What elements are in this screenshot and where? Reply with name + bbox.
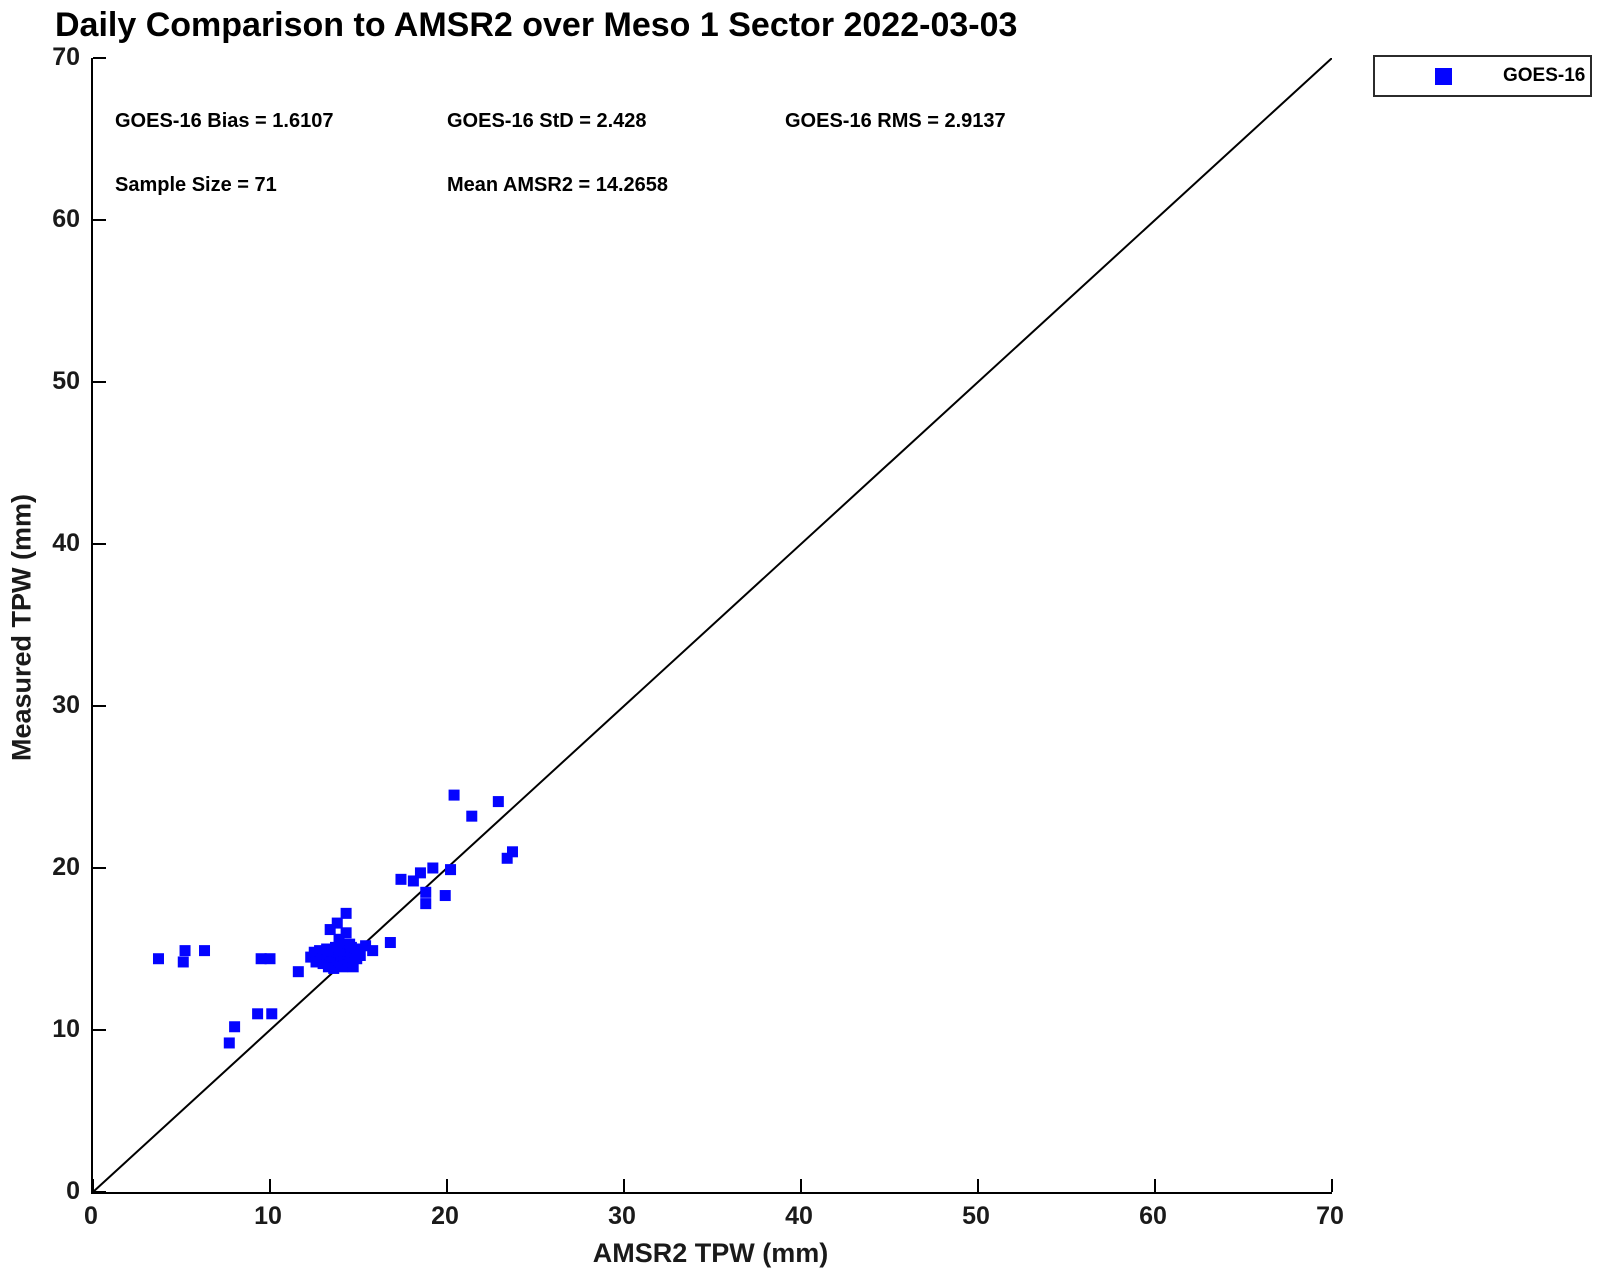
y-axis-label: Measured TPW (mm): [6, 493, 37, 762]
scatter-point: [395, 873, 407, 885]
scatter-point: [152, 953, 164, 965]
scatter-point: [506, 846, 518, 858]
stat-std: GOES-16 StD = 2.428: [447, 110, 647, 132]
scatter-point: [445, 864, 457, 876]
y-axis-tick-label: 30: [52, 691, 80, 719]
x-axis-tick: [623, 1179, 625, 1192]
y-axis-tick: [93, 57, 106, 59]
scatter-point: [347, 961, 359, 973]
scatter-point: [427, 862, 439, 874]
y-axis-tick-label: 20: [52, 853, 80, 881]
x-axis-tick-label: 20: [431, 1202, 459, 1230]
legend-box: GOES-16: [1373, 55, 1592, 97]
y-axis-tick-label: 50: [52, 367, 80, 395]
scatter-point: [360, 940, 372, 952]
scatter-point: [448, 789, 460, 801]
y-axis-tick: [93, 705, 106, 707]
y-axis-tick-label: 40: [52, 529, 80, 557]
x-axis-tick-label: 60: [1139, 1202, 1167, 1230]
scatter-plot-svg: [93, 58, 1332, 1192]
scatter-point: [199, 945, 211, 957]
x-axis-tick: [1154, 1179, 1156, 1192]
legend-series-label: GOES-16: [1503, 65, 1586, 86]
scatter-point: [466, 810, 478, 822]
stat-bias: GOES-16 Bias = 1.6107: [115, 110, 334, 132]
scatter-point: [492, 796, 504, 808]
scatter-point: [252, 1008, 264, 1020]
scatter-point: [384, 937, 396, 949]
stat-rms: GOES-16 RMS = 2.9137: [785, 110, 1006, 132]
scatter-point: [331, 917, 343, 929]
scatter-point: [340, 927, 352, 939]
y-axis-tick: [93, 1191, 106, 1193]
scatter-point: [324, 924, 336, 936]
scatter-point: [420, 898, 432, 910]
scatter-point: [367, 945, 379, 957]
scatter-point: [420, 886, 432, 898]
scatter-point: [333, 933, 345, 945]
one-to-one-reference-line: [93, 58, 1332, 1192]
x-axis-label: AMSR2 TPW (mm): [592, 1238, 829, 1268]
scatter-point: [177, 956, 189, 968]
scatter-point: [264, 953, 276, 965]
x-axis-tick: [446, 1179, 448, 1192]
scatter-point: [229, 1021, 241, 1033]
x-axis-tick: [977, 1179, 979, 1192]
scatter-point: [439, 890, 451, 902]
scatter-point: [414, 867, 426, 879]
x-axis-tick-label: 10: [254, 1202, 282, 1230]
x-axis-tick: [269, 1179, 271, 1192]
scatter-point: [292, 966, 304, 978]
stat-mean-amsr2: Mean AMSR2 = 14.2658: [447, 174, 669, 196]
y-axis-tick-label: 60: [52, 205, 80, 233]
y-axis-tick: [93, 867, 106, 869]
scatter-point: [501, 852, 513, 864]
x-axis-tick-label: 40: [785, 1202, 813, 1230]
x-axis-tick: [800, 1179, 802, 1192]
x-axis-tick: [1331, 1179, 1333, 1192]
plot-area: [91, 57, 1333, 1194]
scatter-point: [407, 875, 419, 887]
stat-sample-size: Sample Size = 71: [115, 174, 277, 196]
scatter-point: [255, 953, 267, 965]
scatter-point: [266, 1008, 278, 1020]
y-axis-tick: [93, 543, 106, 545]
x-axis-tick: [92, 1179, 94, 1192]
scatter-point: [223, 1037, 235, 1049]
scatter-point: [353, 943, 364, 955]
scatter-point: [179, 945, 191, 957]
scatter-point: [328, 962, 340, 974]
x-axis-tick-label: 30: [608, 1202, 636, 1230]
y-axis-tick: [93, 381, 106, 383]
scatter-point: [340, 907, 352, 919]
scatter-point: [354, 949, 366, 961]
x-axis-tick-label: 70: [1316, 1202, 1344, 1230]
x-axis-tick-label: 0: [84, 1202, 98, 1230]
chart-title: Daily Comparison to AMSR2 over Meso 1 Se…: [55, 6, 1018, 44]
y-axis-tick-label: 70: [52, 43, 80, 71]
y-axis-tick: [93, 1029, 106, 1031]
x-axis-tick-label: 50: [962, 1202, 990, 1230]
y-axis-tick-label: 0: [66, 1177, 80, 1205]
legend-marker-square-icon: [1435, 67, 1452, 85]
y-axis-tick: [93, 219, 106, 221]
y-axis-tick-label: 10: [52, 1015, 80, 1043]
